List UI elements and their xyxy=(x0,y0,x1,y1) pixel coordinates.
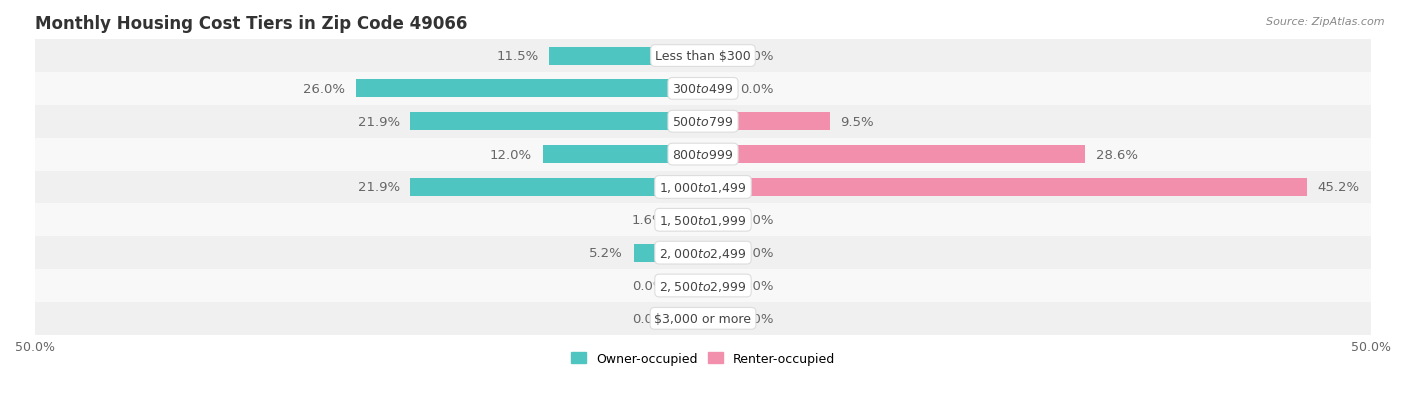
Text: 9.5%: 9.5% xyxy=(841,116,875,128)
Bar xyxy=(35,40,1371,73)
Text: 26.0%: 26.0% xyxy=(302,83,344,96)
Bar xyxy=(35,269,1371,302)
Text: 0.0%: 0.0% xyxy=(741,50,773,63)
Bar xyxy=(35,302,1371,335)
Bar xyxy=(411,178,703,197)
Text: 1.6%: 1.6% xyxy=(631,214,665,227)
Text: Source: ZipAtlas.com: Source: ZipAtlas.com xyxy=(1267,17,1385,26)
Bar xyxy=(703,277,730,295)
Bar xyxy=(703,178,1306,197)
Bar xyxy=(411,113,703,131)
Bar xyxy=(703,244,730,262)
Text: 5.2%: 5.2% xyxy=(589,247,623,259)
Bar xyxy=(676,277,703,295)
Text: 21.9%: 21.9% xyxy=(357,181,399,194)
Text: $1,500 to $1,999: $1,500 to $1,999 xyxy=(659,213,747,227)
Bar xyxy=(703,146,1085,164)
Bar xyxy=(35,204,1371,237)
Bar xyxy=(703,211,730,229)
Text: $2,000 to $2,499: $2,000 to $2,499 xyxy=(659,246,747,260)
Text: 0.0%: 0.0% xyxy=(633,279,665,292)
Bar xyxy=(35,138,1371,171)
Text: $2,500 to $2,999: $2,500 to $2,999 xyxy=(659,279,747,293)
Text: $3,000 or more: $3,000 or more xyxy=(655,312,751,325)
Bar xyxy=(35,106,1371,138)
Bar xyxy=(703,47,730,65)
Text: $1,000 to $1,499: $1,000 to $1,499 xyxy=(659,180,747,195)
Text: $500 to $799: $500 to $799 xyxy=(672,116,734,128)
Bar xyxy=(703,80,730,98)
Bar xyxy=(550,47,703,65)
Bar xyxy=(676,211,703,229)
Text: $300 to $499: $300 to $499 xyxy=(672,83,734,96)
Bar xyxy=(356,80,703,98)
Bar xyxy=(35,171,1371,204)
Bar xyxy=(634,244,703,262)
Text: Monthly Housing Cost Tiers in Zip Code 49066: Monthly Housing Cost Tiers in Zip Code 4… xyxy=(35,15,467,33)
Text: 21.9%: 21.9% xyxy=(357,116,399,128)
Text: Less than $300: Less than $300 xyxy=(655,50,751,63)
Bar xyxy=(703,310,730,328)
Bar xyxy=(703,113,830,131)
Text: 45.2%: 45.2% xyxy=(1317,181,1360,194)
Bar xyxy=(35,237,1371,269)
Text: 0.0%: 0.0% xyxy=(741,83,773,96)
Bar xyxy=(35,73,1371,106)
Text: 0.0%: 0.0% xyxy=(741,214,773,227)
Text: 0.0%: 0.0% xyxy=(633,312,665,325)
Text: $800 to $999: $800 to $999 xyxy=(672,148,734,161)
Text: 0.0%: 0.0% xyxy=(741,247,773,259)
Bar xyxy=(676,310,703,328)
Text: 28.6%: 28.6% xyxy=(1095,148,1137,161)
Text: 0.0%: 0.0% xyxy=(741,279,773,292)
Text: 0.0%: 0.0% xyxy=(741,312,773,325)
Text: 12.0%: 12.0% xyxy=(489,148,531,161)
Text: 11.5%: 11.5% xyxy=(496,50,538,63)
Legend: Owner-occupied, Renter-occupied: Owner-occupied, Renter-occupied xyxy=(567,347,839,370)
Bar xyxy=(543,146,703,164)
